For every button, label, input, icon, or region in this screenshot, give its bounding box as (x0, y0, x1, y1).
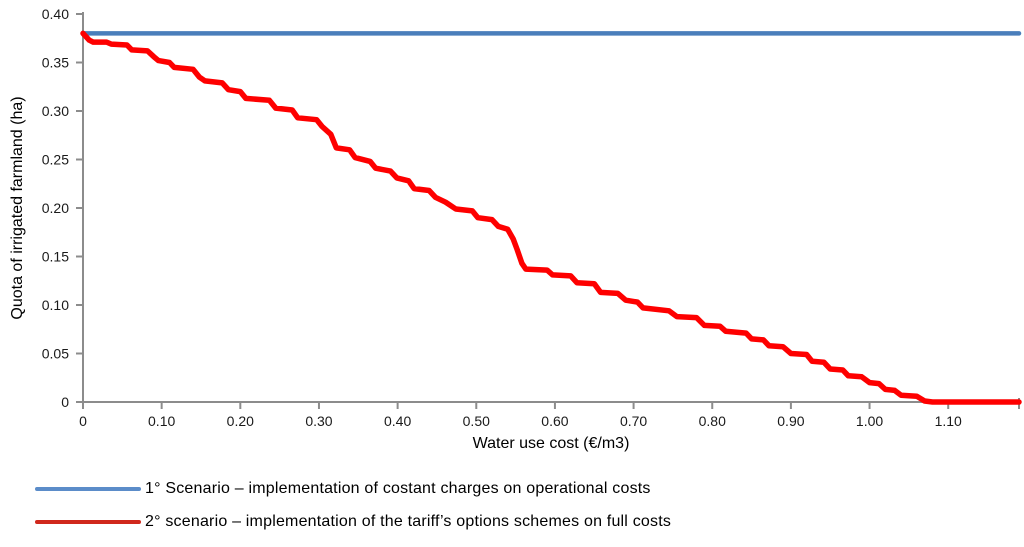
x-tick-label: 0.40 (384, 413, 411, 429)
x-tick-label: 0.20 (227, 413, 254, 429)
x-tick-label: 0.70 (620, 413, 647, 429)
x-tick-label: 0.30 (305, 413, 332, 429)
legend-line-blue-icon (35, 486, 141, 491)
legend: 1° Scenario – implementation of costant … (0, 472, 1024, 538)
y-tick-label: 0.20 (42, 200, 69, 216)
x-tick-label: 0.10 (148, 413, 175, 429)
x-tick-label: 1.00 (856, 413, 883, 429)
legend-label-scenario-1: 1° Scenario – implementation of costant … (145, 479, 651, 497)
legend-line-red-icon (35, 519, 141, 524)
legend-item-scenario-1: 1° Scenario – implementation of costant … (0, 472, 1024, 505)
legend-label-scenario-2: 2° scenario – implementation of the tari… (145, 512, 672, 530)
x-tick-label: 0.50 (463, 413, 490, 429)
series-line-1 (80, 30, 1022, 405)
x-tick-label: 0.80 (699, 413, 726, 429)
legend-item-scenario-2: 2° scenario – implementation of the tari… (0, 505, 1024, 538)
x-axis-title: Water use cost (€/m3) (473, 435, 630, 452)
y-tick-label: 0.15 (42, 249, 69, 265)
y-tick-label: 0.05 (42, 346, 69, 362)
x-tick-label: 0.60 (541, 413, 568, 429)
plot-area: 0 0.05 0.10 0.15 0.20 0.25 0.30 0.35 0.40 0 0.10 0.… (9, 6, 1022, 452)
x-tick-label: 0.90 (777, 413, 804, 429)
x-tick-label: 1.10 (935, 413, 962, 429)
y-tick-label: 0.10 (42, 297, 69, 313)
y-tick-label: 0.40 (42, 6, 69, 22)
y-tick-label: 0.25 (42, 152, 69, 168)
x-tick-label: 0 (79, 413, 87, 429)
y-tick-label: 0.30 (42, 103, 69, 119)
y-axis-title: Quota of irrigated farmland (ha) (9, 96, 26, 319)
y-tick-label: 0 (61, 394, 69, 410)
y-tick-label: 0.35 (42, 55, 69, 71)
